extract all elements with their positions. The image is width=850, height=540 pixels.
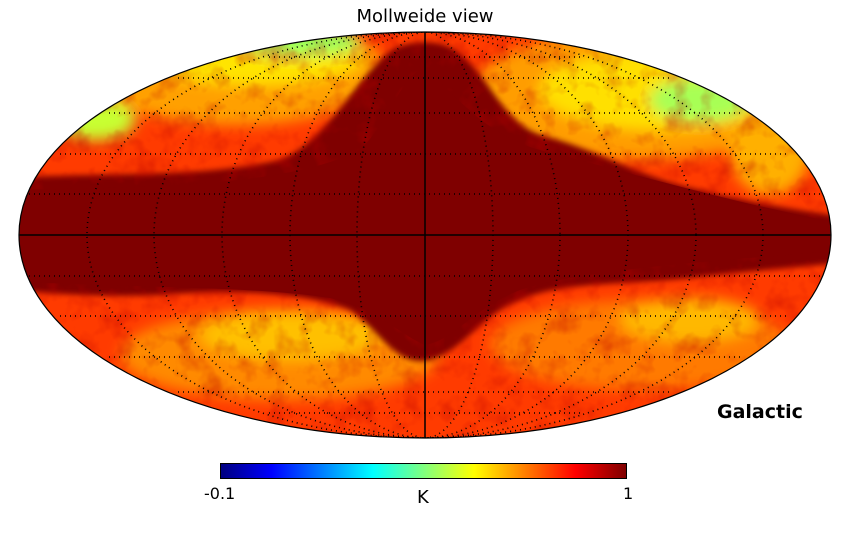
colorbar-min-label: -0.1 [204, 484, 236, 503]
colorbar [220, 463, 627, 479]
map-title: Mollweide view [356, 6, 494, 27]
map-boundary [18, 31, 832, 439]
coordinate-system-label: Galactic [717, 401, 803, 423]
colorbar-max-label: 1 [623, 484, 634, 503]
colorbar-unit-label: K [417, 487, 429, 508]
